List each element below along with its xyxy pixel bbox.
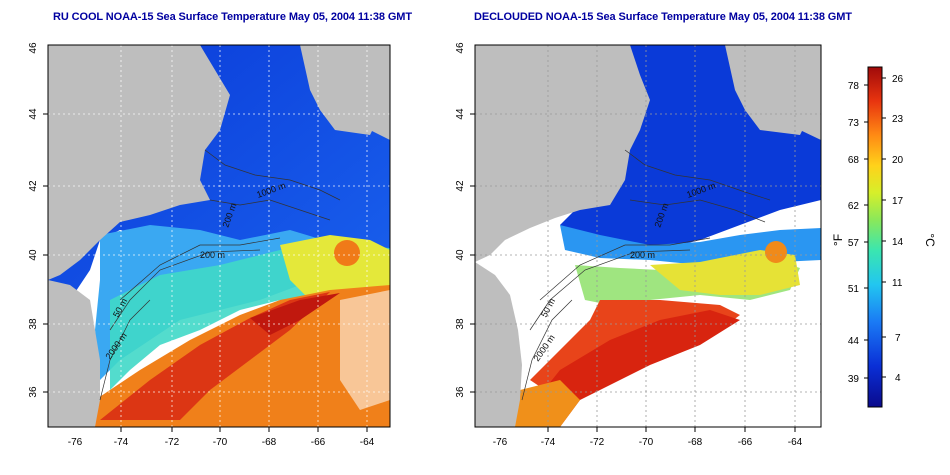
right-lon-axis: -76 -74 -72 -70 -68 -66 -64 bbox=[493, 427, 803, 448]
right-panel-title: DECLOUDED NOAA-15 Sea Surface Temperatur… bbox=[474, 11, 852, 23]
right-lon-tick: -64 bbox=[788, 437, 803, 448]
left-lat-axis: 36 38 40 42 44 46 bbox=[28, 42, 48, 398]
left-map-frame bbox=[47, 44, 391, 428]
colorbar-c-ticks: 26 23 20 17 14 11 7 4 bbox=[882, 74, 904, 384]
c-tick: 14 bbox=[892, 237, 904, 248]
right-lon-tick: -68 bbox=[688, 437, 703, 448]
right-lon-tick: -66 bbox=[738, 437, 753, 448]
left-map: 50 m 200 m 2000 m 200 m 1000 m bbox=[47, 44, 391, 428]
left-lon-axis: -76 -74 -72 -70 -68 -66 -64 bbox=[68, 427, 375, 448]
left-lon-tick: -74 bbox=[114, 437, 129, 448]
right-map-frame bbox=[474, 44, 822, 428]
c-tick: 11 bbox=[892, 278, 903, 289]
left-lon-tick: -68 bbox=[262, 437, 277, 448]
left-lat-tick: 42 bbox=[28, 180, 39, 192]
f-tick: 39 bbox=[848, 374, 860, 385]
c-tick: 7 bbox=[895, 333, 901, 344]
f-tick: 73 bbox=[848, 118, 860, 129]
right-lat-tick: 40 bbox=[455, 249, 466, 261]
left-lat-tick: 38 bbox=[28, 318, 39, 330]
left-lon-tick: -70 bbox=[213, 437, 228, 448]
right-lon-tick: -72 bbox=[590, 437, 605, 448]
f-tick: 68 bbox=[848, 155, 860, 166]
left-contour-label-200: 200 m bbox=[200, 250, 225, 260]
colorbar: 78 73 68 62 57 51 44 39 26 23 20 17 14 1… bbox=[831, 66, 937, 408]
right-contour-label-200: 200 m bbox=[630, 250, 655, 260]
left-lat-tick: 46 bbox=[28, 42, 39, 54]
left-lat-tick: 36 bbox=[28, 386, 39, 398]
right-lat-tick: 38 bbox=[455, 318, 466, 330]
colorbar-gradient bbox=[867, 66, 883, 408]
left-panel-title: RU COOL NOAA-15 Sea Surface Temperature … bbox=[53, 11, 412, 23]
right-lat-tick: 46 bbox=[455, 42, 466, 54]
left-lat-tick: 40 bbox=[28, 249, 39, 261]
right-lon-tick: -74 bbox=[541, 437, 556, 448]
left-lon-tick: -66 bbox=[311, 437, 326, 448]
right-lat-axis: 36 38 40 42 44 46 bbox=[455, 42, 475, 398]
f-tick: 62 bbox=[848, 201, 860, 212]
right-lat-tick: 42 bbox=[455, 180, 466, 192]
left-lon-tick: -76 bbox=[68, 437, 83, 448]
right-lon-tick: -70 bbox=[639, 437, 654, 448]
left-lon-tick: -72 bbox=[165, 437, 180, 448]
right-map: 50 m 200 m 2000 m 200 m 1000 m bbox=[474, 44, 822, 428]
c-tick: 4 bbox=[895, 373, 901, 384]
f-tick: 44 bbox=[848, 336, 860, 347]
c-tick: 17 bbox=[892, 196, 904, 207]
c-tick: 20 bbox=[892, 155, 904, 166]
right-lon-tick: -76 bbox=[493, 437, 508, 448]
colorbar-f-ticks: 78 73 68 62 57 51 44 39 bbox=[848, 81, 868, 385]
f-tick: 51 bbox=[848, 284, 860, 295]
colorbar-f-label: °F bbox=[831, 234, 845, 246]
f-tick: 78 bbox=[848, 81, 860, 92]
left-lon-tick: -64 bbox=[360, 437, 375, 448]
f-tick: 57 bbox=[848, 238, 860, 249]
c-tick: 26 bbox=[892, 74, 904, 85]
right-lat-tick: 44 bbox=[455, 108, 466, 120]
c-tick: 23 bbox=[892, 114, 904, 125]
left-lat-tick: 44 bbox=[28, 108, 39, 120]
colorbar-c-label: °C bbox=[923, 233, 937, 247]
right-lat-tick: 36 bbox=[455, 386, 466, 398]
